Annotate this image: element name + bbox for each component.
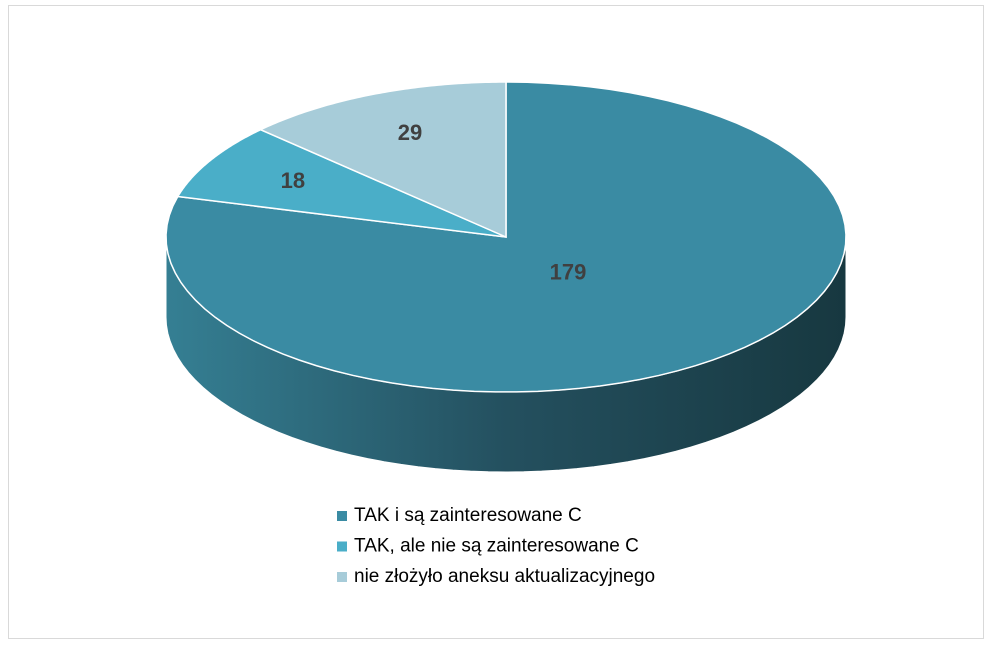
legend-swatch [337, 511, 347, 521]
legend-label: TAK, ale nie są zainteresowane C [354, 536, 639, 557]
legend-label: nie złożyło aneksu aktualizacyjnego [354, 566, 655, 587]
pie-slice [165, 81, 847, 393]
data-label: 29 [398, 120, 422, 145]
pie-slice [176, 128, 507, 238]
legend-swatch [337, 572, 347, 582]
data-label: 179 [550, 260, 587, 285]
legend-swatch [337, 541, 347, 552]
data-label: 18 [281, 168, 305, 193]
pie-slice [258, 81, 507, 239]
legend-label: TAK i są zainteresowane C [354, 505, 582, 526]
